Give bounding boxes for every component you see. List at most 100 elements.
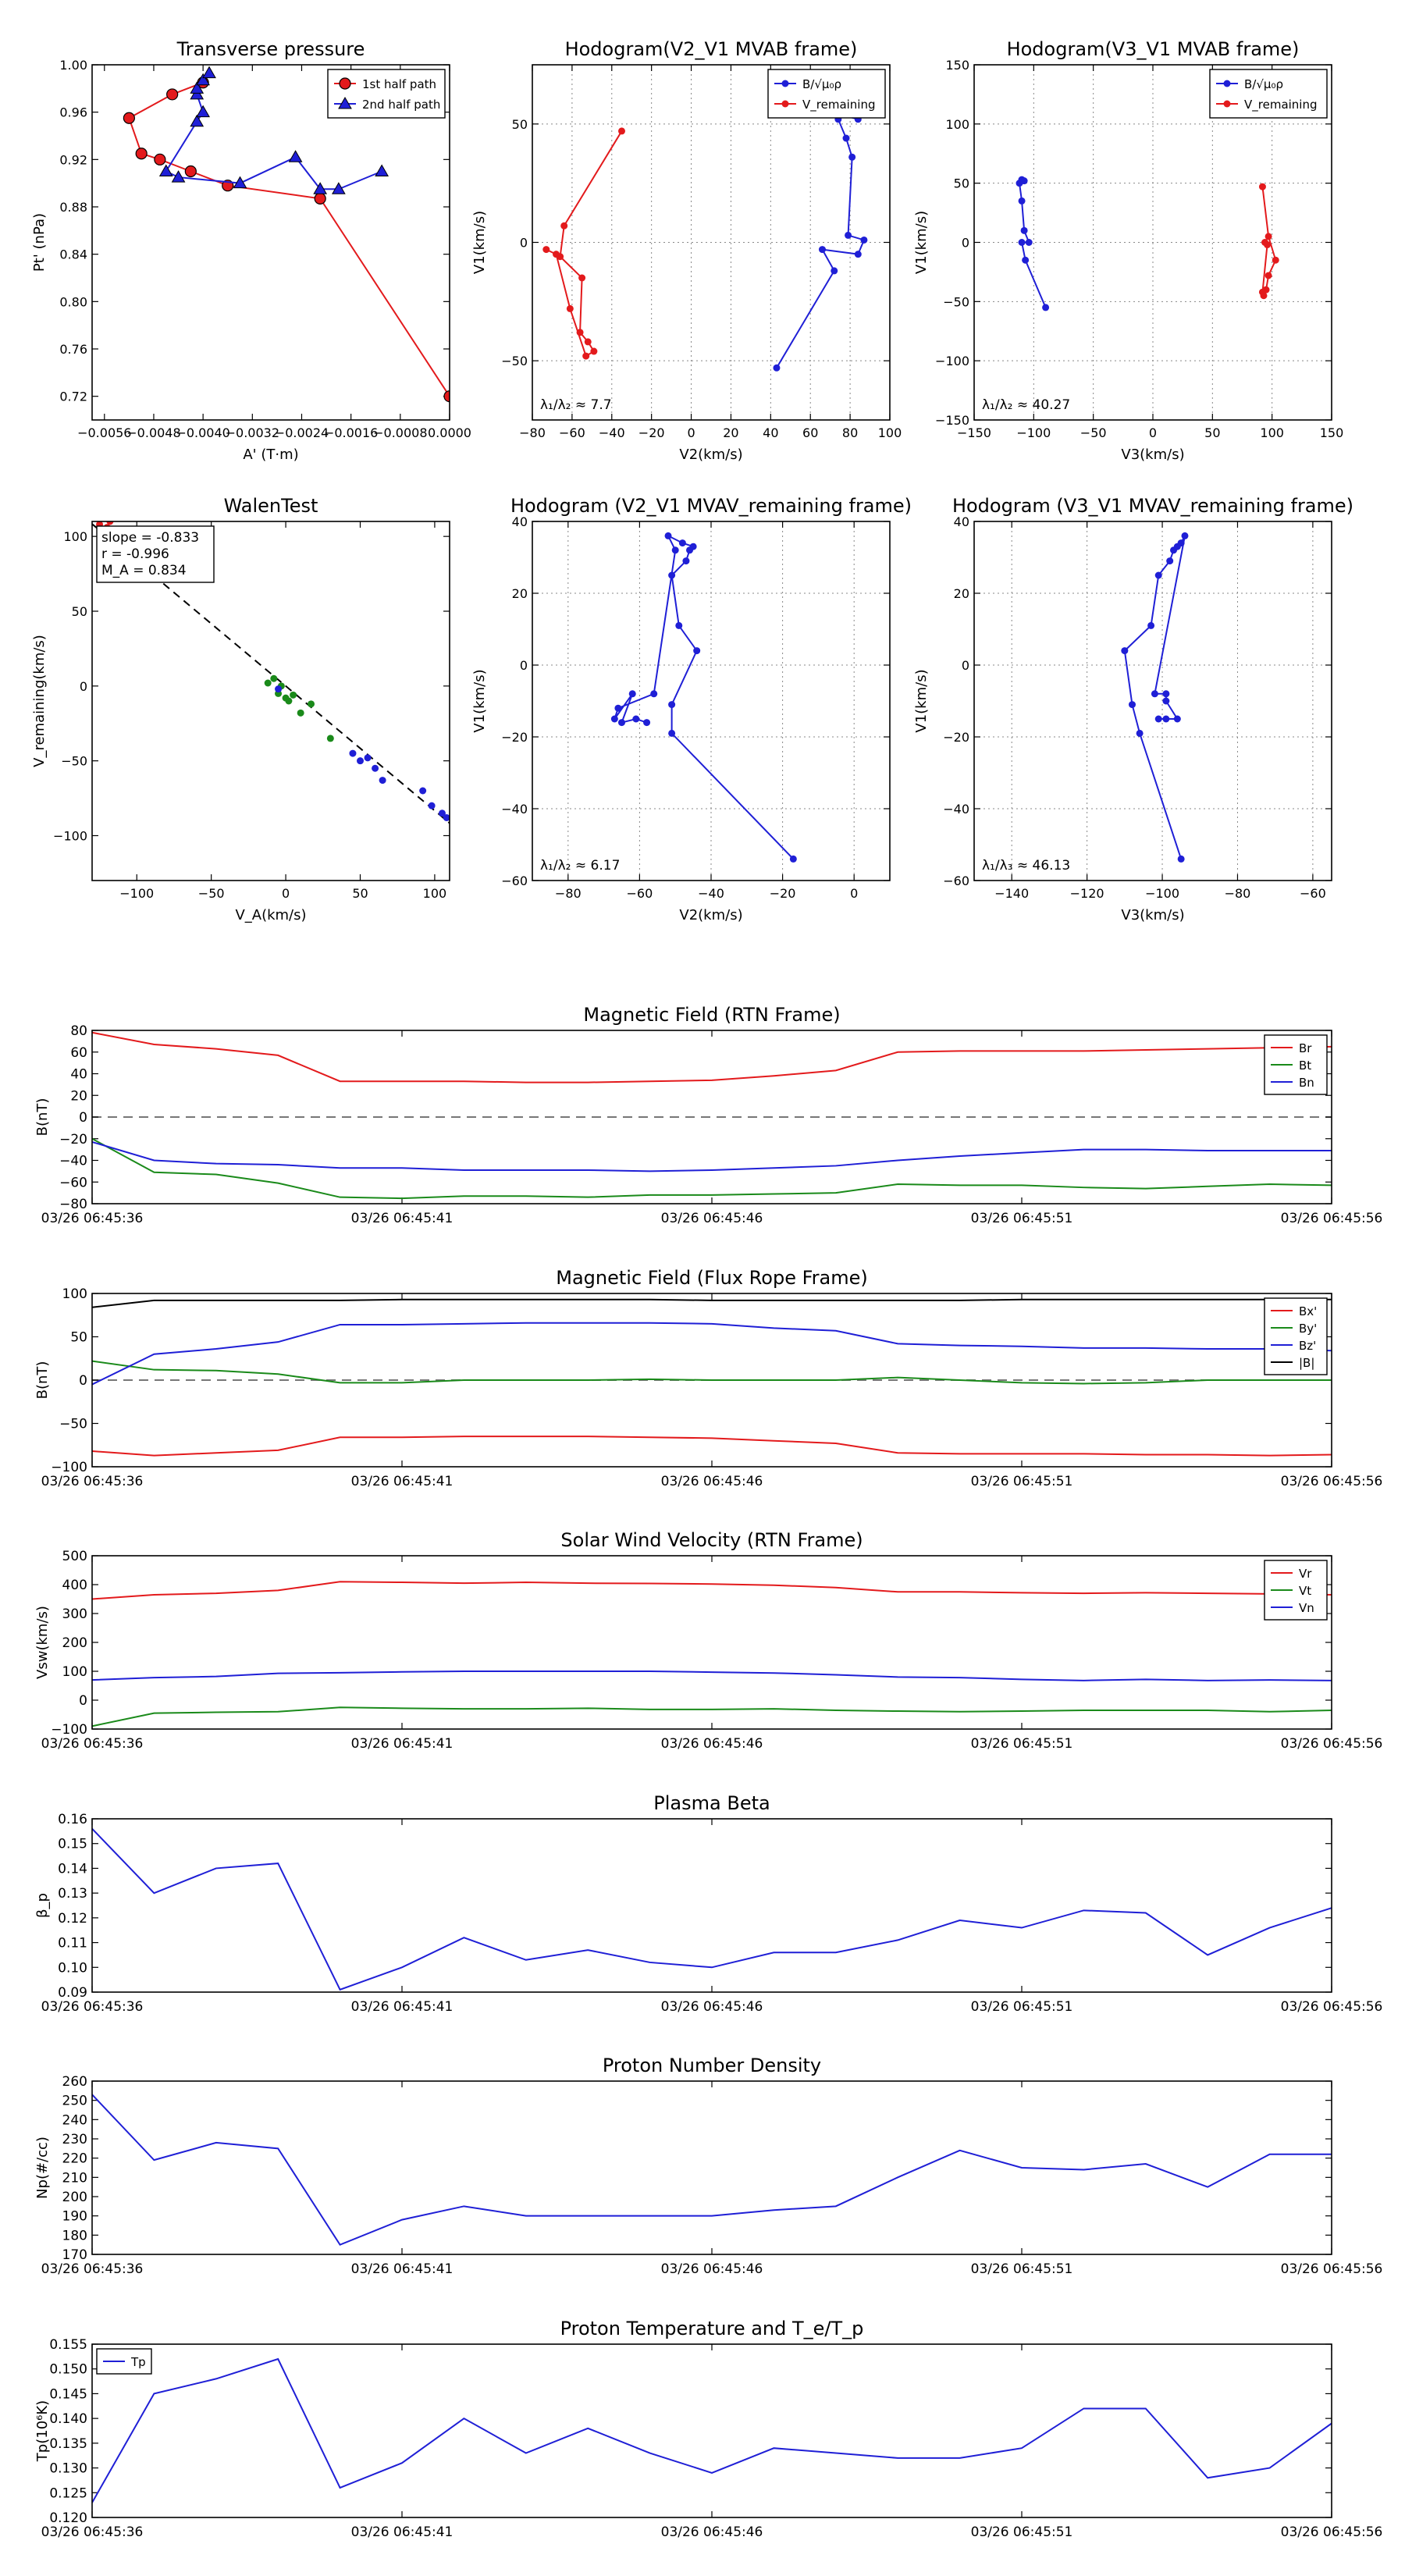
y-tick-label: −60 — [59, 1175, 87, 1190]
y-tick-label: 40 — [70, 1067, 87, 1083]
y-axis-label: Vsw(km/s) — [34, 1606, 51, 1679]
x-tick-label: 50 — [1204, 425, 1220, 440]
data-point — [671, 546, 679, 554]
x-tick-label: −50 — [1080, 425, 1107, 440]
x-tick-label: 03/26 06:45:51 — [971, 1999, 1073, 2015]
y-tick-label: 80 — [70, 1023, 87, 1039]
legend-label: Bt — [1299, 1059, 1311, 1073]
annotation: λ₁/λ₂ ≈ 40.27 — [982, 397, 1070, 413]
data-point — [773, 364, 781, 372]
y-tick-label: 0.15 — [58, 1837, 87, 1852]
x-tick-label: −80 — [519, 425, 546, 440]
chart-title: Solar Wind Velocity (RTN Frame) — [560, 1529, 863, 1551]
legend-frame — [767, 69, 886, 119]
plot-frame — [91, 1555, 1332, 1730]
x-tick-label: −140 — [994, 886, 1029, 901]
x-tick-label: −20 — [770, 886, 796, 901]
x-tick-label: 03/26 06:45:56 — [1281, 1736, 1383, 1752]
legend-label: B/√μ₀ρ — [802, 77, 841, 91]
data-point — [566, 304, 574, 312]
data-point — [831, 267, 838, 275]
data-point — [1272, 256, 1279, 264]
y-tick-label: 0.155 — [49, 2337, 87, 2353]
legend: Br Bt Bn — [1264, 1034, 1328, 1095]
data-point — [1258, 288, 1266, 296]
y-tick-label: 50 — [512, 117, 528, 132]
legend: B/√μ₀ρ V_remaining — [1209, 69, 1328, 119]
plot-area — [123, 66, 450, 403]
x-tick-label: 03/26 06:45:36 — [41, 2524, 144, 2540]
x-tick-label: 03/26 06:45:51 — [971, 2524, 1073, 2540]
y-tick-label: 0.120 — [49, 2510, 87, 2526]
legend-marker — [1223, 100, 1231, 108]
data-point — [1173, 715, 1181, 723]
data-point — [618, 719, 625, 727]
y-tick-label: −50 — [61, 754, 87, 769]
chart-title: WalenTest — [224, 495, 318, 517]
data-point — [668, 701, 676, 709]
data-point — [1147, 621, 1155, 629]
data-point — [1177, 539, 1185, 547]
data-point — [1162, 697, 1170, 705]
x-tick-label: −150 — [957, 425, 991, 440]
data-point — [789, 855, 797, 863]
y-tick-label: 40 — [512, 514, 528, 529]
chart-title: Hodogram (V2_V1 MVAV_remaining frame) — [510, 495, 912, 517]
legend-marker — [1223, 80, 1231, 87]
y-axis-label: B(nT) — [34, 1098, 51, 1137]
legend-label: Br — [1299, 1041, 1312, 1055]
x-tick-label: 03/26 06:45:46 — [661, 2261, 763, 2277]
y-axis-label: B(nT) — [34, 1361, 51, 1400]
y-tick-label: 0.135 — [49, 2436, 87, 2452]
data-point — [1018, 197, 1026, 205]
series-line-beta — [92, 1827, 1332, 1991]
y-tick-label: −20 — [943, 730, 969, 745]
data-point — [668, 729, 676, 737]
legend: Tp — [96, 2348, 152, 2375]
y-tick-label: −80 — [59, 1197, 87, 1212]
data-point — [297, 709, 304, 717]
x-tick-label: 100 — [423, 886, 447, 901]
y-tick-label: 50 — [954, 176, 969, 191]
x-tick-label: −0.0056 — [77, 425, 131, 440]
y-tick-label: 150 — [945, 58, 969, 73]
x-tick-label: 03/26 06:45:51 — [971, 1474, 1073, 1489]
plot-area — [92, 1031, 1332, 1200]
series-line-Np — [92, 2094, 1332, 2246]
data-point — [618, 127, 625, 135]
data-point — [196, 105, 210, 118]
data-point — [270, 674, 278, 682]
x-tick-label: 0 — [1149, 425, 1157, 440]
data-point — [842, 134, 850, 142]
x-axis-label: V3(km/s) — [1121, 447, 1184, 463]
stats-line: r = -0.996 — [101, 546, 169, 562]
data-point — [632, 715, 640, 723]
plot-frame — [91, 2343, 1332, 2518]
chart-title: Magnetic Field (Flux Rope Frame) — [556, 1267, 867, 1289]
chart-hodo1: Hodogram(V2_V1 MVAB frame) −50 0 50 −80 −60 −4… — [471, 38, 902, 463]
data-point — [288, 150, 303, 162]
data-point — [190, 114, 205, 127]
chart-walen: WalenTest −100 −50 0 50 100 −100 −50 0 50 100 V_A(k… — [31, 495, 450, 923]
data-point — [668, 571, 676, 579]
data-point — [1020, 177, 1028, 185]
data-point — [1154, 715, 1162, 723]
chart-beta: Plasma Beta 0.09 0.10 0.11 0.12 0.13 0.14 0.15 0… — [34, 1792, 1382, 2015]
legend-label: V_remaining — [802, 98, 876, 112]
legend-label: Vr — [1299, 1567, 1312, 1581]
x-tick-label: 0 — [282, 886, 290, 901]
plot-area — [1016, 176, 1279, 311]
y-tick-label: 200 — [62, 2190, 87, 2205]
stats-box-frame — [96, 525, 215, 583]
x-tick-label: −0.0040 — [176, 425, 229, 440]
y-tick-label: 0.130 — [49, 2461, 87, 2477]
x-tick-label: 0 — [687, 425, 695, 440]
x-tick-label: 150 — [1320, 425, 1344, 440]
data-point — [818, 246, 826, 254]
plot-frame — [973, 521, 1332, 881]
y-tick-label: 100 — [945, 117, 969, 132]
data-point — [349, 749, 357, 757]
y-tick-label: 0.84 — [59, 247, 87, 262]
y-tick-label: −100 — [51, 1722, 87, 1738]
y-tick-label: 250 — [62, 2094, 87, 2109]
